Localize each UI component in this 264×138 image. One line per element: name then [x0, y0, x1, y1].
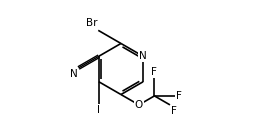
Text: N: N	[70, 69, 77, 79]
Text: F: F	[176, 91, 182, 101]
Text: N: N	[139, 51, 147, 61]
Text: O: O	[135, 100, 143, 110]
Text: Br: Br	[86, 18, 98, 28]
Text: F: F	[171, 106, 177, 116]
Text: F: F	[152, 67, 157, 77]
Text: I: I	[97, 105, 100, 115]
